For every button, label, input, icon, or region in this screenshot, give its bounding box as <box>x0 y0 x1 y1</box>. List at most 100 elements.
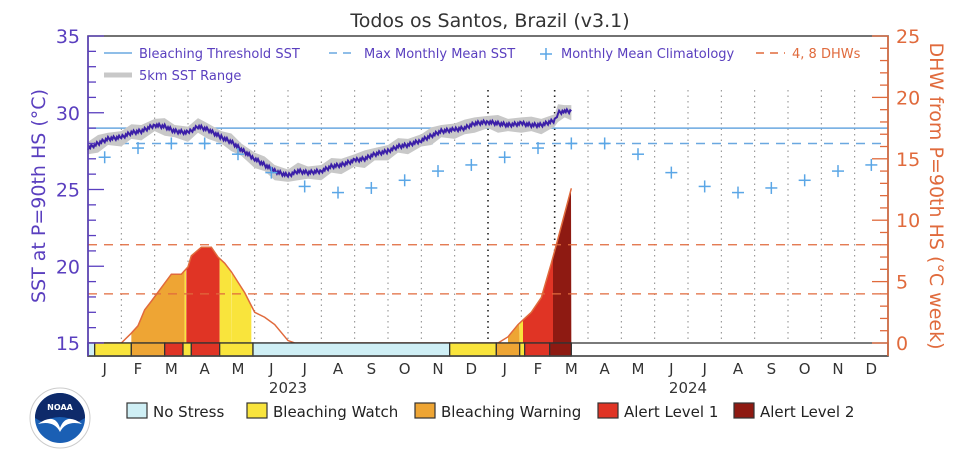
month-label: M <box>232 360 245 378</box>
climatology-marker <box>465 158 478 171</box>
legend-dhw-label: 4, 8 DHWs <box>792 47 861 62</box>
status-segment-no_stress <box>87 342 96 357</box>
climatology-marker <box>332 186 344 199</box>
status-segment-watch <box>449 342 497 357</box>
month-label: A <box>600 360 611 378</box>
month-label: M <box>165 360 178 378</box>
logo-text: NOAA <box>47 403 73 412</box>
status-segment-alert1 <box>190 342 221 357</box>
legend-range-label: 5km SST Range <box>139 69 241 84</box>
month-label: M <box>565 360 578 378</box>
climatology-marker <box>765 181 778 194</box>
right-tick-label: 10 <box>896 210 920 232</box>
left-axis-label: SST at P=90th HS (°C) <box>28 89 50 303</box>
dhw-fill-warning <box>131 270 185 343</box>
climatology-marker <box>265 166 278 179</box>
status-legend-label-warning: Bleaching Warning <box>441 403 581 421</box>
right-axis: 0 5 10 15 20 25 <box>872 26 920 355</box>
status-legend: No Stress Bleaching Watch Bleaching Warnin… <box>126 402 854 421</box>
month-grid <box>120 90 856 343</box>
left-tick-label: 30 <box>56 103 80 125</box>
status-legend-swatch-alert2 <box>733 402 755 419</box>
right-axis-label: DHW from P=90th HS (°C week) <box>925 42 947 349</box>
dhw-fill-watch <box>219 258 232 343</box>
month-label: N <box>832 360 843 378</box>
climatology-marker <box>598 137 611 150</box>
status-segment-watch <box>182 342 192 357</box>
climatology-marker <box>698 180 711 193</box>
month-label: O <box>399 360 411 378</box>
status-legend-swatch-warning <box>414 402 436 419</box>
top-legend: Bleaching Threshold SST Max Monthly Mean… <box>104 47 861 84</box>
month-label: J <box>268 360 273 378</box>
climatology-marker <box>298 180 311 193</box>
month-label: F <box>134 360 143 378</box>
status-segment-watch <box>519 342 526 357</box>
climatology-marker <box>798 174 811 187</box>
dhw-fill-alert1 <box>523 257 553 343</box>
status-legend-label-alert2: Alert Level 2 <box>760 403 854 421</box>
climatology-marker <box>232 148 244 161</box>
status-segment-no_stress <box>252 342 451 357</box>
legend-clim-label: Monthly Mean Climatology <box>561 47 735 62</box>
status-legend-label-watch: Bleaching Watch <box>273 403 398 421</box>
climatology-marker <box>532 142 544 155</box>
left-axis: 15 20 25 30 35 <box>56 26 104 355</box>
dhw-fill-watch <box>231 271 252 343</box>
noaa-logo: NOAA <box>29 387 91 449</box>
climatology-marker <box>198 137 211 150</box>
status-legend-swatch-watch <box>246 402 268 419</box>
month-label: J <box>701 360 706 378</box>
climatology-markers <box>98 137 878 199</box>
climatology-marker <box>432 165 444 178</box>
month-label: A <box>200 360 211 378</box>
climatology-marker <box>632 148 644 161</box>
status-bar <box>87 342 889 357</box>
year-label: 2024 <box>669 379 707 397</box>
sst-line <box>87 107 572 179</box>
month-label: S <box>367 360 377 378</box>
dhw-fill-watch <box>519 320 523 343</box>
status-legend-label-no_stress: No Stress <box>153 403 224 421</box>
left-tick-label: 20 <box>56 256 80 278</box>
climatology-marker <box>98 151 111 164</box>
month-label: M <box>632 360 645 378</box>
status-legend-swatch-no_stress <box>126 402 148 419</box>
month-label: J <box>101 360 106 378</box>
month-label: J <box>301 360 306 378</box>
month-label: O <box>799 360 811 378</box>
climatology-marker <box>832 165 844 178</box>
status-segment-warning <box>495 342 521 357</box>
legend-threshold-label: Bleaching Threshold SST <box>139 47 300 62</box>
chart-title: Todos os Santos, Brazil (v3.1) <box>349 10 629 32</box>
climatology-marker <box>865 158 878 171</box>
month-label: A <box>333 360 344 378</box>
year-label: 2023 <box>269 379 307 397</box>
status-segment-alert1 <box>164 342 184 357</box>
month-label: S <box>767 360 777 378</box>
dhw-fill-alert2 <box>553 189 572 343</box>
sst-layer <box>87 104 572 182</box>
climatology-marker <box>165 137 178 150</box>
month-label: A <box>733 360 744 378</box>
right-tick-label: 20 <box>896 87 920 109</box>
legend-mmm-label: Max Monthly Mean SST <box>364 47 515 62</box>
plus-icon <box>540 48 552 60</box>
dhw-fill-alert1 <box>186 247 220 343</box>
status-segment-watch <box>219 342 254 357</box>
dhw-fill-warning <box>508 323 520 343</box>
month-label: F <box>534 360 543 378</box>
left-tick-label: 35 <box>56 26 80 48</box>
climatology-marker <box>365 181 378 194</box>
climatology-marker <box>132 142 144 155</box>
climatology-marker <box>665 166 678 179</box>
right-tick-label: 0 <box>896 333 908 355</box>
month-label: J <box>501 360 506 378</box>
x-axis: J F M A M J J A S O N D J F M A M J J A S O N D 2023 2024 <box>101 360 877 397</box>
left-tick-label: 15 <box>56 333 80 355</box>
status-segment-warning <box>130 342 166 357</box>
climatology-marker <box>565 137 578 150</box>
month-label: D <box>866 360 878 378</box>
dhw-fill-watch <box>184 269 187 343</box>
